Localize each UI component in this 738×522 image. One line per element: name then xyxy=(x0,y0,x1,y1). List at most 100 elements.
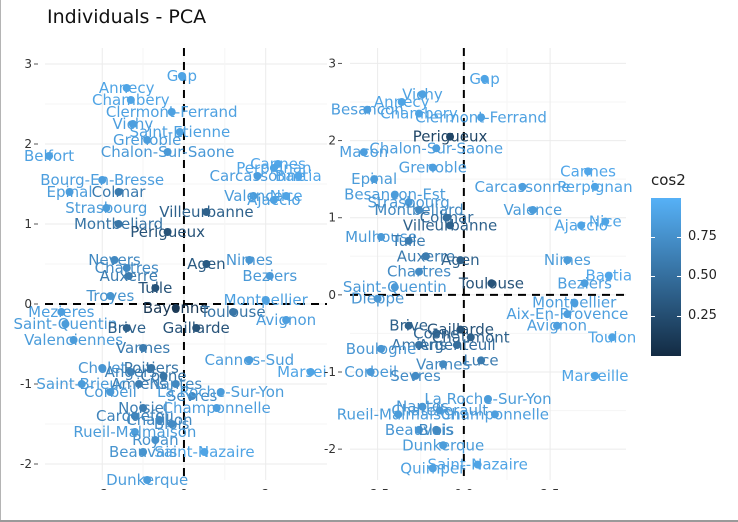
x-tick-label: -2 xyxy=(96,487,108,490)
data-point xyxy=(122,84,131,92)
data-point xyxy=(446,221,455,230)
data-point xyxy=(411,371,420,380)
data-point xyxy=(415,425,423,434)
data-point xyxy=(155,416,164,424)
point-label: Vannes xyxy=(116,339,171,357)
point-label: Saint-Etienne xyxy=(130,123,231,141)
point-label: Perpignan xyxy=(236,159,311,177)
y-tick-label: 0 xyxy=(24,297,32,311)
data-point xyxy=(473,460,482,469)
data-point xyxy=(359,148,368,157)
data-point xyxy=(139,344,148,352)
y-tick-label: -1 xyxy=(20,377,32,391)
data-point xyxy=(159,372,168,380)
point-label: Corbeil xyxy=(344,363,397,381)
data-point xyxy=(229,308,237,316)
point-label: Perigueux xyxy=(413,128,488,146)
data-point xyxy=(397,98,406,106)
data-point xyxy=(601,217,610,226)
point-label: Nimes xyxy=(544,251,591,269)
point-label: Dieppe xyxy=(351,290,404,308)
data-point xyxy=(377,344,386,353)
data-point xyxy=(245,356,254,364)
data-point xyxy=(245,256,254,264)
data-point xyxy=(98,176,107,184)
data-point xyxy=(143,476,152,484)
data-point xyxy=(590,371,599,380)
point-label: Beauvais xyxy=(109,443,177,461)
point-label: Beziers xyxy=(242,267,297,285)
point-label: Ajaccio xyxy=(554,216,607,234)
data-point xyxy=(421,252,430,261)
point-label: Carcassonne xyxy=(210,167,306,185)
x-tick-label: 2.5 xyxy=(541,487,560,490)
point-label: Luce xyxy=(464,351,499,369)
data-point xyxy=(404,236,413,245)
point-label: Gaillarde xyxy=(163,319,230,337)
data-point xyxy=(432,329,441,338)
data-point xyxy=(518,182,527,191)
legend-tick-mark xyxy=(677,237,681,238)
point-label: Valence xyxy=(504,201,563,219)
point-label: Valence xyxy=(224,187,283,205)
point-label: Perpignan xyxy=(557,178,632,196)
data-point xyxy=(490,410,499,419)
point-label: Bayonne xyxy=(143,299,209,317)
data-point xyxy=(487,279,496,288)
data-point xyxy=(151,284,160,292)
point-label: Blois xyxy=(154,415,190,433)
data-point xyxy=(415,206,423,214)
data-point xyxy=(282,192,291,200)
point-label: Tulle xyxy=(391,232,426,250)
point-label: Blois xyxy=(418,421,454,439)
data-point xyxy=(163,148,172,156)
point-label: Chartres xyxy=(387,263,451,281)
data-point xyxy=(130,428,139,436)
scatter-panel-right: Gap VichyAnnecyBesanconChamberyClermont-F… xyxy=(324,48,636,490)
window-left-edge xyxy=(0,0,1,522)
data-point xyxy=(139,404,148,412)
data-point xyxy=(122,324,131,332)
point-label: Annecy xyxy=(99,79,155,97)
data-point xyxy=(477,113,486,122)
data-point xyxy=(608,333,617,342)
point-label: Carquefou xyxy=(96,407,174,425)
data-point xyxy=(114,188,123,196)
data-point xyxy=(390,283,399,292)
point-label: Rueil-Malmaison xyxy=(337,405,460,423)
point-label: Sevres xyxy=(390,367,441,385)
point-label: Champonnelle xyxy=(441,405,549,423)
point-label: Villeurbanne xyxy=(159,203,253,221)
point-label: Cannes xyxy=(560,162,616,180)
data-point xyxy=(456,325,465,334)
data-point xyxy=(151,436,160,444)
legend-tick-label: 0.50 xyxy=(688,268,717,283)
point-label: Besancon xyxy=(331,101,404,119)
data-point xyxy=(452,341,461,349)
point-label: Auxerre xyxy=(100,267,158,285)
point-label: Annecy xyxy=(374,93,430,111)
data-point xyxy=(370,175,379,184)
plot-title: Individuals - PCA xyxy=(47,6,207,28)
point-label: Corbeil xyxy=(84,383,137,401)
data-point xyxy=(202,260,211,268)
data-point xyxy=(122,264,131,272)
point-label: Chatellerault xyxy=(391,402,488,420)
data-point xyxy=(135,380,143,388)
data-point xyxy=(563,256,572,265)
point-label: Toulouse xyxy=(458,274,524,292)
data-point xyxy=(124,272,133,280)
point-label: Bourg-En-Bresse xyxy=(40,171,164,189)
data-point xyxy=(294,172,303,180)
data-point xyxy=(415,109,423,118)
point-label: Strasbourg xyxy=(65,199,147,217)
data-point xyxy=(466,333,475,342)
data-point xyxy=(202,208,211,216)
point-label: La Roche-Sur-Yon xyxy=(157,383,284,401)
point-label: Brive xyxy=(389,317,428,335)
point-label: Tulle xyxy=(137,279,172,297)
legend-tick-label: 0.75 xyxy=(688,229,717,244)
point-label: Agen xyxy=(187,255,226,273)
point-label: Sevres xyxy=(167,387,218,405)
y-tick-label: -2 xyxy=(20,457,32,471)
